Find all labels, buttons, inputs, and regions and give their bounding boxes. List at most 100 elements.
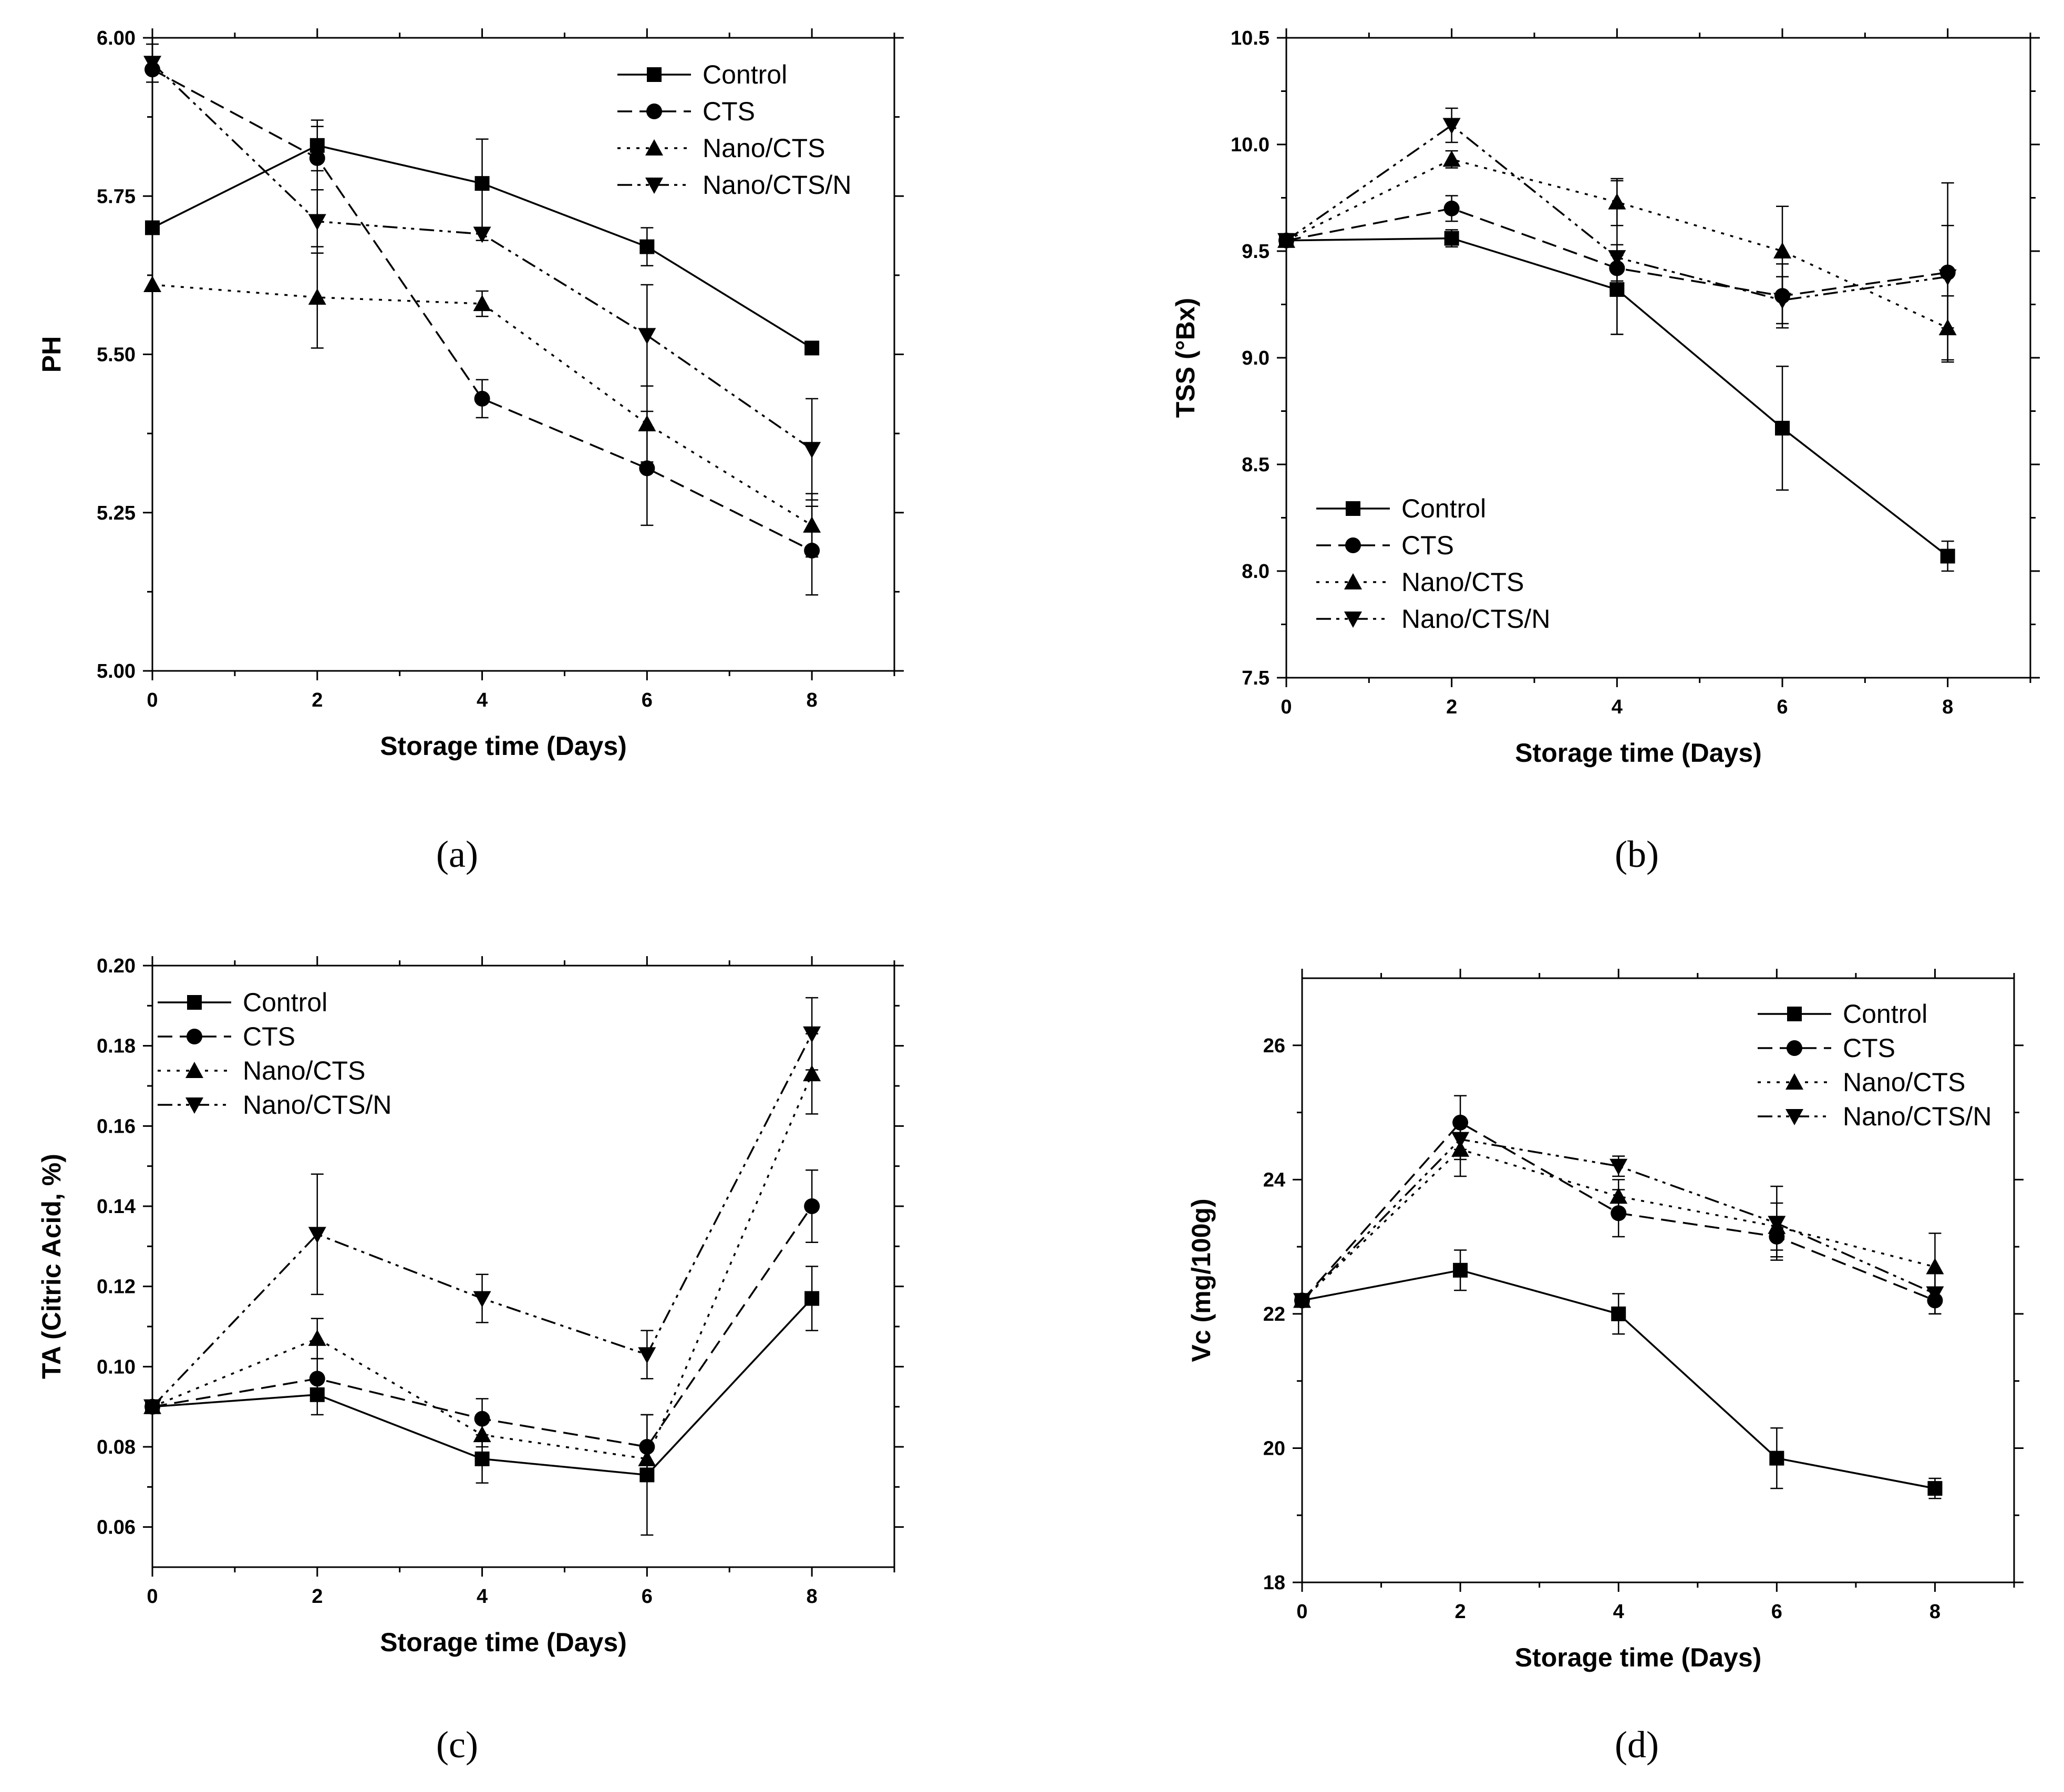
chart-c-data-point-nano-cts-n <box>143 1399 161 1416</box>
chart-a-y-axis-label: PH <box>37 336 66 372</box>
chart-b-y-tick-label: 7.5 <box>1242 667 1270 689</box>
chart-b-legend-marker-nano-cts-n <box>1344 612 1362 628</box>
chart-c-data-point-nano-cts-n <box>803 1026 821 1043</box>
chart-d-x-tick-label: 4 <box>1613 1601 1624 1623</box>
chart-a: 0 2 4 6 8 5.00 5.25 5.50 5.75 6.00 Storage time (D… <box>37 27 904 761</box>
chart-c-data-point-nano-cts-n <box>308 1227 326 1244</box>
chart-b-data-point-cts <box>1443 200 1460 216</box>
chart-d-legend-marker-nano-cts-n <box>1786 1109 1803 1125</box>
chart-c-legend-marker-cts <box>187 1029 202 1044</box>
chart-c-legend-label-nano-cts-n: Nano/CTS/N <box>243 1090 391 1120</box>
chart-d-data-point-control <box>1769 1451 1784 1466</box>
chart-d-y-tick-label: 18 <box>1263 1572 1285 1594</box>
chart-c-x-tick-label: 2 <box>312 1586 323 1608</box>
chart-a-caption: (a) <box>436 833 478 875</box>
chart-a-x-tick-label: 6 <box>642 689 653 711</box>
chart-d-series-nano-cts-n <box>1293 1118 1944 1315</box>
chart-d-series-nano-cts <box>1293 1122 1944 1308</box>
chart-b-legend-label-control: Control <box>1401 494 1486 523</box>
chart-b-x-tick-label: 6 <box>1777 696 1788 718</box>
chart-a-x-tick-label: 0 <box>147 689 158 711</box>
chart-a-data-point-cts <box>309 150 325 166</box>
chart-a-legend-marker-nano-cts <box>645 139 663 156</box>
chart-c-data-point-cts <box>309 1371 325 1387</box>
chart-a-data-point-control <box>804 340 820 356</box>
chart-a-data-point-cts <box>474 390 490 407</box>
chart-a-series-line-nano-cts-n <box>151 62 813 450</box>
chart-a-y-tick-label: 5.75 <box>97 185 136 208</box>
chart-c-y-tick-label: 0.18 <box>97 1035 136 1058</box>
chart-a-data-point-control <box>145 220 160 235</box>
chart-c-data-point-cts <box>804 1198 820 1214</box>
chart-d-data-point-control <box>1611 1306 1626 1321</box>
chart-d-legend-marker-cts <box>1787 1040 1802 1056</box>
chart-d-legend-marker-nano-cts <box>1786 1073 1803 1090</box>
chart-b-y-tick-label: 10.5 <box>1231 27 1270 49</box>
chart-d-x-tick-label: 8 <box>1929 1601 1941 1623</box>
chart-c-caption: (c) <box>436 1724 478 1766</box>
chart-b-data-point-control <box>1444 231 1459 246</box>
chart-d-legend-label-control: Control <box>1843 999 1927 1029</box>
chart-a-series-line-cts <box>152 68 812 552</box>
chart-b-y-axis-label: TSS (°Bx) <box>1171 298 1200 418</box>
chart-c-legend-marker-nano-cts <box>185 1062 203 1078</box>
chart-b-x-axis-label: Storage time (Days) <box>1515 738 1762 768</box>
chart-c-x-tick-label: 4 <box>477 1586 488 1608</box>
chart-a-series-nano-cts-n <box>143 43 821 501</box>
chart-c-data-point-nano-cts <box>803 1065 821 1082</box>
chart-c-y-tick-label: 0.06 <box>97 1517 136 1539</box>
chart-b-legend-marker-cts <box>1345 537 1361 553</box>
chart-c-legend: Control CTS Nano/CTS Nano/CTS/N <box>158 988 391 1120</box>
chart-a-y-tick-label: 5.50 <box>97 344 136 366</box>
chart-a-data-point-control <box>474 176 490 191</box>
chart-c-x-tick-label: 0 <box>147 1586 158 1608</box>
chart-c-legend-label-nano-cts: Nano/CTS <box>243 1056 365 1085</box>
chart-d-legend-label-nano-cts: Nano/CTS <box>1843 1068 1965 1097</box>
chart-a-data-point-nano-cts-n <box>473 226 491 243</box>
chart-a-data-point-control <box>639 239 655 254</box>
chart-d-caption: (d) <box>1615 1724 1659 1766</box>
chart-b-data-point-control <box>1775 420 1790 436</box>
chart-b-y-tick-label: 10.0 <box>1231 134 1270 156</box>
chart-c-legend-label-control: Control <box>243 988 327 1017</box>
chart-a-legend-marker-nano-cts-n <box>645 178 663 194</box>
chart-b-legend: Control CTS Nano/CTS Nano/CTS/N <box>1316 494 1550 634</box>
chart-a-legend-label-nano-cts: Nano/CTS <box>703 133 825 163</box>
chart-d-y-axis-label: Vc (mg/100g) <box>1186 1198 1216 1362</box>
chart-d-legend-label-nano-cts-n: Nano/CTS/N <box>1843 1102 1991 1131</box>
chart-b-y-tick-label: 9.0 <box>1242 347 1270 369</box>
chart-b-data-point-nano-cts-n <box>1608 250 1626 267</box>
chart-c-series-nano-cts <box>143 1033 821 1472</box>
chart-a-data-point-cts <box>639 460 655 477</box>
chart-b-data-point-nano-cts-n <box>1277 233 1295 250</box>
chart-c-x-axis-label: Storage time (Days) <box>380 1628 627 1657</box>
chart-b-data-point-nano-cts <box>1442 150 1461 167</box>
chart-b-x-tick-label: 0 <box>1281 696 1292 718</box>
chart-c-legend-marker-nano-cts-n <box>185 1097 203 1114</box>
chart-d-x-axis-label: Storage time (Days) <box>1515 1643 1762 1672</box>
chart-d-legend: Control CTS Nano/CTS Nano/CTS/N <box>1758 999 1991 1131</box>
chart-c-y-tick-label: 0.08 <box>97 1436 136 1458</box>
chart-a-y-tick-label: 5.25 <box>97 502 136 524</box>
chart-d-data-point-nano-cts-n <box>1926 1286 1944 1303</box>
chart-c-data-point-nano-cts <box>638 1449 656 1466</box>
chart-c-data-point-nano-cts-n <box>473 1291 491 1308</box>
chart-a-y-tick-label: 5.00 <box>97 660 136 682</box>
chart-b-data-point-nano-cts-n <box>1938 269 1957 286</box>
chart-a-data-point-nano-cts-n <box>638 328 656 345</box>
chart-d-y-tick-label: 24 <box>1263 1169 1285 1191</box>
chart-c-data-point-nano-cts-n <box>638 1347 656 1364</box>
chart-d-plot-frame <box>1301 977 2015 1583</box>
chart-a-data-point-nano-cts-n <box>803 442 821 459</box>
chart-a-data-point-nano-cts <box>638 415 656 432</box>
chart-a-data-point-nano-cts <box>803 516 821 533</box>
chart-a-x-tick-label: 2 <box>312 689 323 711</box>
chart-a-legend-label-control: Control <box>703 60 787 89</box>
chart-d-data-point-nano-cts-n <box>1293 1293 1311 1310</box>
chart-a-legend-label-nano-cts-n: Nano/CTS/N <box>703 170 851 200</box>
chart-d-data-point-nano-cts <box>1609 1187 1628 1204</box>
chart-d-y-tick-label: 26 <box>1263 1035 1285 1057</box>
chart-d-x-tick-label: 0 <box>1296 1601 1307 1623</box>
chart-d-y-tick-label: 20 <box>1263 1437 1285 1459</box>
chart-b-legend-label-cts: CTS <box>1401 531 1454 560</box>
